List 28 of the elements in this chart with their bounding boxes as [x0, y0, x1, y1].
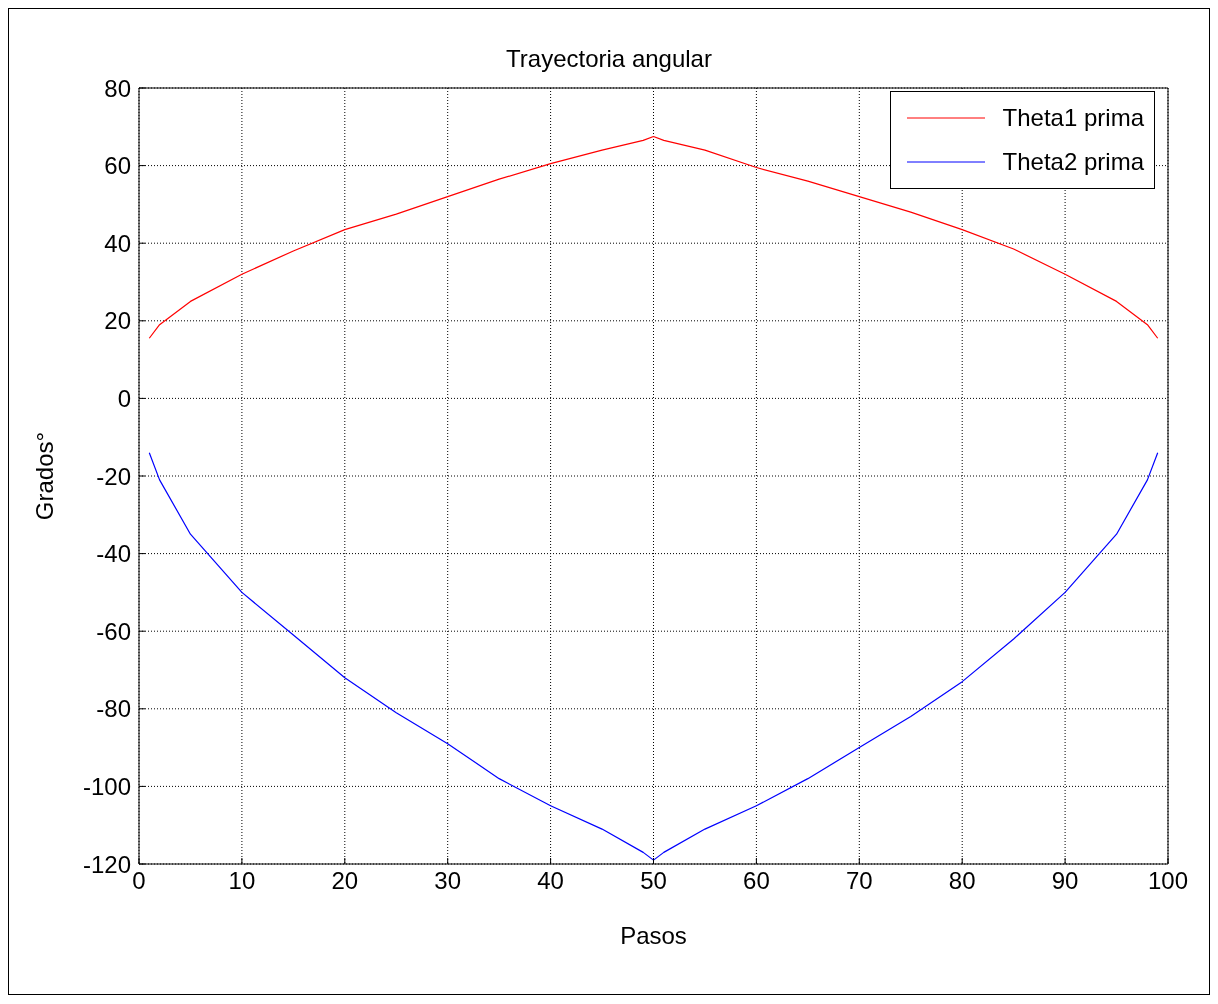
x-tick-label: 10 [228, 867, 256, 895]
x-tick-label: 80 [948, 867, 976, 895]
x-tick-label: 60 [743, 867, 770, 895]
line-series [148, 452, 1159, 861]
x-tick-label: 70 [845, 867, 873, 895]
y-tick-label: -120 [82, 850, 131, 878]
x-axis-title: Pasos [620, 922, 687, 949]
y-tick-label: 20 [104, 307, 131, 335]
y-tick-label: -80 [96, 695, 131, 723]
legend-label: Theta2 prima [1002, 148, 1144, 176]
x-tick-label: 40 [537, 867, 564, 895]
y-tick-label: 60 [104, 152, 131, 180]
y-tick-label: 80 [104, 74, 131, 102]
y-tick-label: -20 [96, 462, 131, 490]
y-tick-label: -100 [82, 772, 131, 800]
y-tick-label: 40 [104, 229, 131, 257]
line-series [148, 135, 1159, 339]
x-tick-label: 100 [1147, 867, 1189, 895]
legend-label: Theta1 prima [1002, 104, 1144, 132]
y-axis-title: Grados° [30, 431, 58, 521]
x-tick-label: 20 [331, 867, 359, 895]
y-tick-label: -60 [96, 617, 131, 645]
x-tick-label: 90 [1051, 867, 1079, 895]
x-tick-label: 30 [434, 867, 462, 895]
chart-title: Trayectoria angular [505, 45, 713, 73]
y-tick-label: 0 [117, 384, 131, 412]
x-tick-label: 50 [640, 867, 667, 895]
y-tick-label: -40 [96, 540, 131, 568]
